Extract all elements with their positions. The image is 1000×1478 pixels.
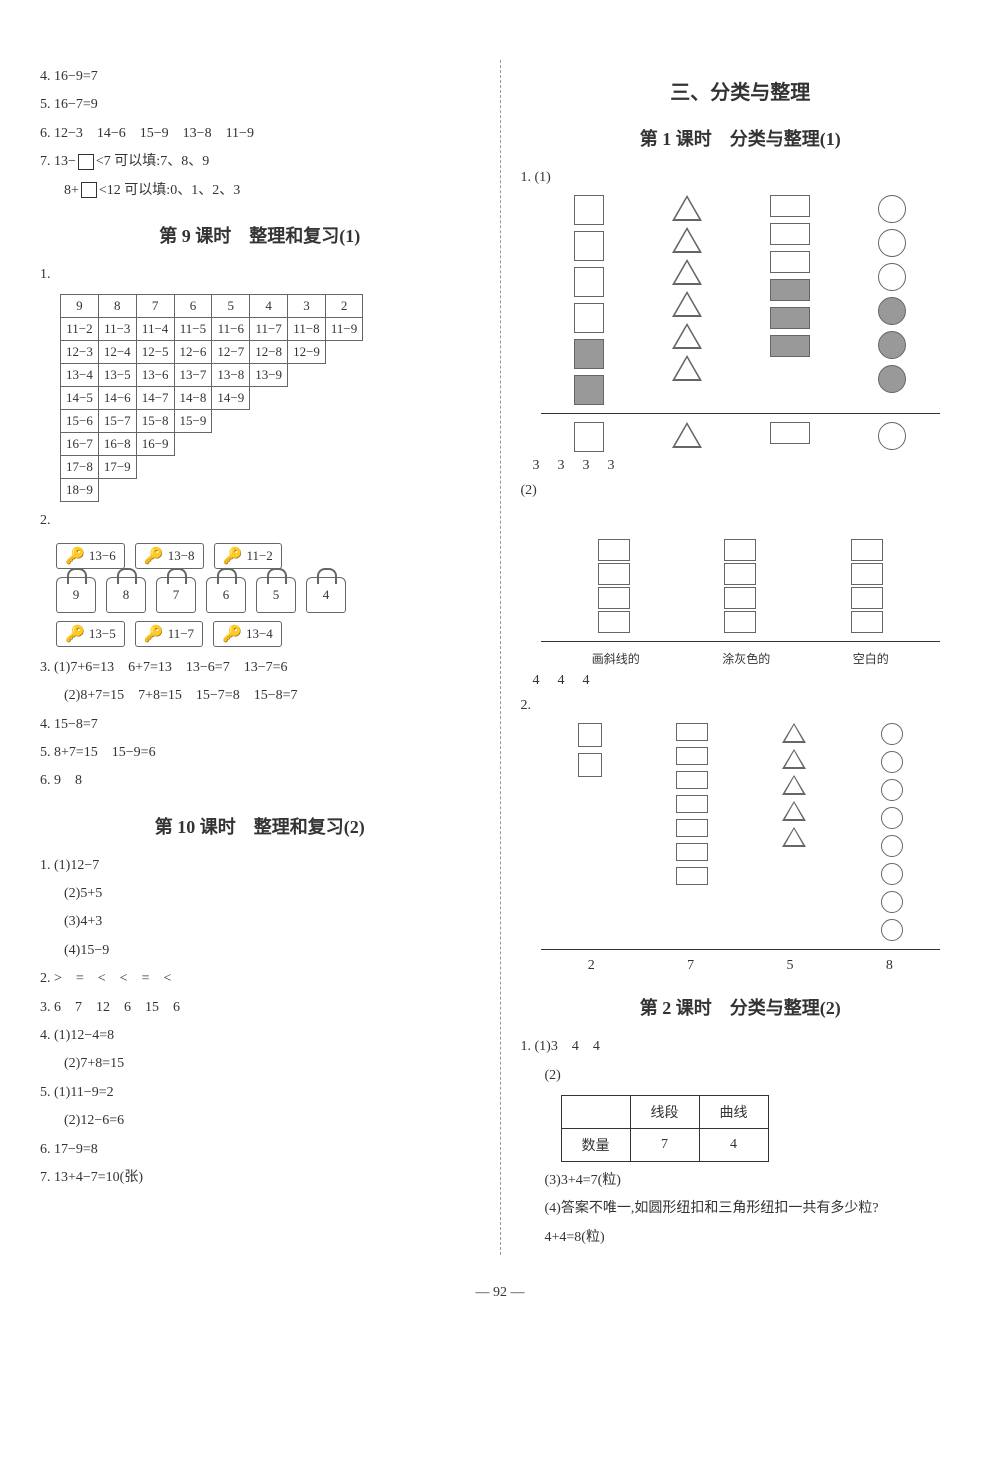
l10-q7: 7. 13+4−7=10(张) bbox=[40, 1167, 480, 1189]
q7b-text: 8+ bbox=[64, 183, 79, 198]
q2-label: 2. bbox=[40, 510, 480, 532]
q1-2-label: (2) bbox=[521, 480, 961, 502]
shapes-classification-1 bbox=[521, 195, 961, 452]
lesson9-title: 第 9 课时 整理和复习(1) bbox=[40, 222, 480, 248]
q6: 6. 12−3 14−6 15−9 13−8 11−9 bbox=[40, 123, 480, 145]
l2-q3: (3)3+4=7(粒) bbox=[521, 1170, 961, 1192]
l10-q1d: (4)15−9 bbox=[40, 940, 480, 962]
q6b: 6. 9 8 bbox=[40, 770, 480, 792]
l10-q1a: 1. (1)12−7 bbox=[40, 855, 480, 877]
l2-q4b: 4+4=8(粒) bbox=[521, 1227, 961, 1249]
lesson1-title: 第 1 课时 分类与整理(1) bbox=[521, 125, 961, 151]
blank-box bbox=[81, 182, 97, 198]
lock-item: 7 bbox=[156, 577, 196, 613]
q3b: (2)8+7=15 7+8=15 15−7=8 15−8=7 bbox=[40, 685, 480, 707]
keys-locks-diagram: 🔑13−6 🔑13−8 🔑11−2 987654 🔑13−5 🔑11−7 🔑13−4 bbox=[56, 543, 480, 647]
page-num-value: 92 bbox=[493, 1285, 507, 1300]
bar-chart bbox=[521, 513, 961, 633]
q2-label-r: 2. bbox=[521, 695, 961, 717]
key-item: 🔑11−7 bbox=[135, 621, 203, 647]
triangle-shape bbox=[672, 422, 702, 448]
lock-item: 8 bbox=[106, 577, 146, 613]
l2-q4a: (4)答案不唯一,如圆形纽扣和三角形纽扣一共有多少粒? bbox=[521, 1198, 961, 1220]
q4: 4. 16−9=7 bbox=[40, 66, 480, 88]
lesson10-title: 第 10 课时 整理和复习(2) bbox=[40, 813, 480, 839]
shapes1-counts: 3333 bbox=[521, 458, 961, 474]
q5: 5. 16−7=9 bbox=[40, 94, 480, 116]
l10-q3: 3. 6 7 12 6 15 6 bbox=[40, 997, 480, 1019]
l10-q1b: (2)5+5 bbox=[40, 883, 480, 905]
lock-item: 6 bbox=[206, 577, 246, 613]
page-number: — 92 — bbox=[40, 1285, 960, 1301]
lock-item: 9 bbox=[56, 577, 96, 613]
key-item: 🔑13−6 bbox=[56, 543, 125, 569]
q7b-text2: <12 可以填:0、1、2、3 bbox=[99, 183, 240, 198]
l2-q1a: 1. (1)3 4 4 bbox=[521, 1036, 961, 1058]
l10-q2: 2. > = < < = < bbox=[40, 968, 480, 990]
square-shape bbox=[574, 422, 604, 452]
q7a-text: 7. 13− bbox=[40, 154, 76, 169]
l10-q6: 6. 17−9=8 bbox=[40, 1139, 480, 1161]
key-item: 🔑13−4 bbox=[213, 621, 282, 647]
chapter-title: 三、分类与整理 bbox=[521, 76, 961, 105]
column-divider bbox=[500, 60, 501, 1255]
lock-item: 4 bbox=[306, 577, 346, 613]
l2-q1b: (2) bbox=[521, 1065, 961, 1087]
bar-labels: 画斜线的涂灰色的空白的 bbox=[521, 650, 961, 667]
bar-counts: 444 bbox=[521, 673, 961, 689]
q5b: 5. 8+7=15 15−9=6 bbox=[40, 742, 480, 764]
lock-item: 5 bbox=[256, 577, 296, 613]
segment-curve-table: 线段曲线数量74 bbox=[561, 1095, 769, 1162]
q7b: 8+ <12 可以填:0、1、2、3 bbox=[40, 180, 480, 202]
l10-q1c: (3)4+3 bbox=[40, 911, 480, 933]
q1-1-label: 1. (1) bbox=[521, 167, 961, 189]
subtraction-table: 9876543211−211−311−411−511−611−711−811−9… bbox=[60, 294, 363, 502]
q3a: 3. (1)7+6=13 6+7=13 13−6=7 13−7=6 bbox=[40, 657, 480, 679]
blank-box bbox=[78, 154, 94, 170]
l10-q5b: (2)12−6=6 bbox=[40, 1110, 480, 1132]
q7a: 7. 13− <7 可以填:7、8、9 bbox=[40, 151, 480, 173]
circle-shape bbox=[878, 422, 906, 450]
lesson2-title: 第 2 课时 分类与整理(2) bbox=[521, 994, 961, 1020]
q1-label: 1. bbox=[40, 264, 480, 286]
key-item: 🔑13−8 bbox=[135, 543, 204, 569]
l10-q4a: 4. (1)12−4=8 bbox=[40, 1025, 480, 1047]
l10-q4b: (2)7+8=15 bbox=[40, 1053, 480, 1075]
key-item: 🔑13−5 bbox=[56, 621, 125, 647]
key-item: 🔑11−2 bbox=[214, 543, 282, 569]
shapes-classification-2 bbox=[521, 723, 961, 950]
l10-q5a: 5. (1)11−9=2 bbox=[40, 1082, 480, 1104]
shapes2-counts: 2758 bbox=[521, 958, 961, 974]
rectangle-shape bbox=[770, 422, 810, 444]
q4b: 4. 15−8=7 bbox=[40, 714, 480, 736]
q7a-text2: <7 可以填:7、8、9 bbox=[96, 154, 209, 169]
